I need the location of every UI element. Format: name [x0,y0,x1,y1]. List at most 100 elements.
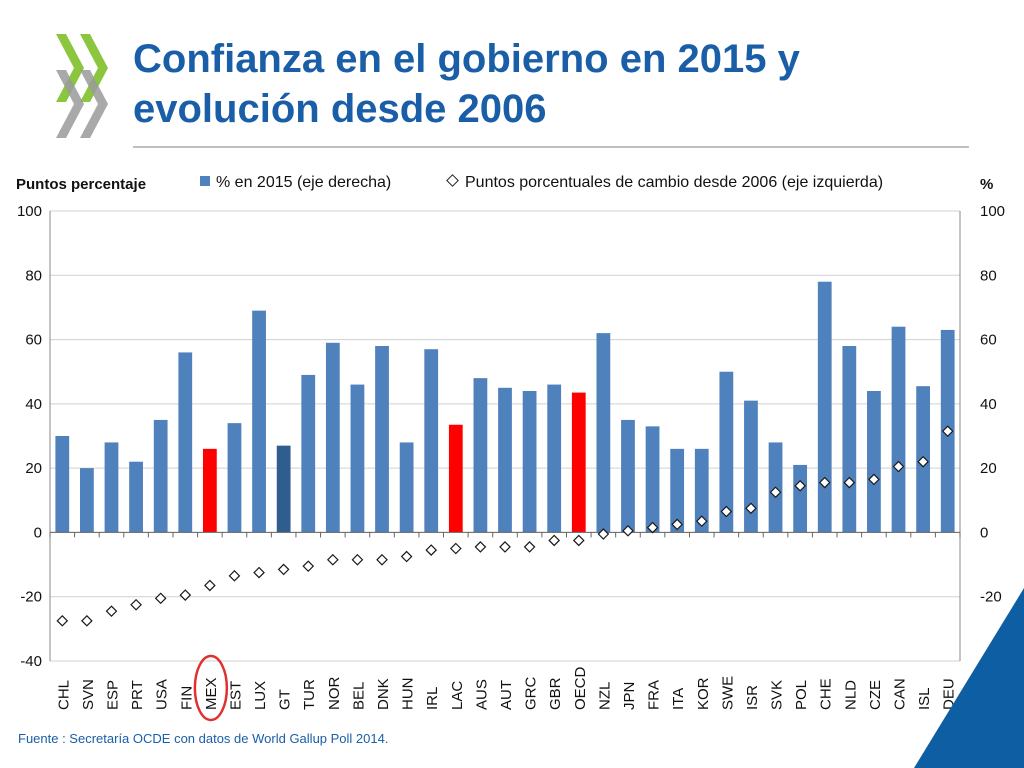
marker-nld [843,476,856,489]
bar-che [817,281,832,533]
y-tick-label-left: 60 [25,332,42,349]
highlight-circle-mex [193,654,229,722]
y-tick-label-left: 0 [34,524,42,541]
category-label-can: CAN [892,678,909,710]
marker-cze [868,473,880,486]
bar-bel [350,384,365,533]
marker-esp [105,605,118,618]
y-tick-label-right: -20 [980,589,1002,606]
legend-bar-swatch [200,176,210,186]
category-label-jpn: JPN [621,682,638,710]
bar-pol [793,464,808,533]
category-label-hun: HUN [400,678,417,711]
category-label-gbr: GBR [547,677,564,710]
y-tick-label-left: 100 [17,203,42,220]
category-label-lac: LAC [449,681,466,710]
bar-grc [522,391,537,533]
legend-item-markers: Puntos porcentuales de cambio desde 2006… [446,174,884,192]
chart-annotations [193,654,229,722]
category-label-deu: DEU [941,678,958,710]
category-label-tur: TUR [301,679,318,710]
y-tick-label-left: 20 [25,460,42,477]
marker-fin [179,589,192,601]
left-axis-label: Puntos percentaje [16,176,147,193]
chart-bars [55,281,955,533]
bar-jpn [621,419,635,533]
category-label-fin: FIN [178,686,195,710]
bar-hun [399,442,414,533]
bar-gbr [547,384,562,533]
category-label-est: EST [227,681,244,710]
y-tick-label-left: -20 [20,589,42,606]
bar-mex [202,448,217,533]
bar-esp [104,442,119,533]
marker-mex [204,579,216,592]
marker-lux [253,566,265,579]
marker-usa [154,592,167,605]
chart-axes [49,211,961,661]
bar-dnk [375,346,389,533]
source-note: Fuente : Secretaría OCDE con datos de Wo… [18,731,389,746]
y-tick-label-right: 100 [980,203,1005,220]
chart-markers [56,425,954,627]
logo-grey-chevron-right [80,70,108,138]
category-label-nor: NOR [326,677,343,711]
category-label-svn: SVN [80,679,97,710]
y-tick-label-right: 0 [980,524,988,541]
bar-nor [325,342,340,533]
bar-nzl [596,333,611,533]
chart-category-labels: CHL SVN ESP PRT USA FIN MEX EST LUX GT TUR NOR BEL DN… [55,666,957,710]
bar-prt [129,461,143,533]
marker-fra [646,521,659,534]
category-label-nld: NLD [842,680,859,710]
category-label-gt: GT [277,689,294,710]
legend-markers-label: Puntos porcentuales de cambio desde 2006… [465,174,884,191]
bar-lac [448,424,463,533]
category-label-swe: SWE [719,676,736,710]
y-tick-label-right: 20 [980,460,997,477]
oecd-chevron-logo [56,34,108,138]
bar-est [227,423,242,533]
bar-ita [670,448,685,533]
bar-irl [424,349,439,533]
marker-lac [449,542,462,555]
marker-gbr [548,534,561,547]
bar-chl [55,436,70,533]
marker-bel [351,553,364,566]
marker-isr [745,502,757,515]
corner-decoration [914,588,1024,768]
y-tick-label-left: 40 [25,396,42,413]
bar-can [891,326,906,533]
title-divider [133,146,969,148]
right-axis-label: % [980,176,994,193]
category-label-irl: IRL [424,687,441,710]
bar-isr [744,400,758,533]
marker-swe [720,505,733,518]
category-label-cze: CZE [867,680,884,710]
marker-chl [56,614,69,627]
y-tick-label-right: 40 [980,396,997,413]
marker-nor [326,553,339,566]
bar-aut [498,387,512,533]
marker-deu [941,425,954,438]
bar-cze [867,391,881,533]
category-label-prt: PRT [129,680,146,710]
marker-aus [474,541,487,553]
category-label-isr: ISR [744,685,761,710]
category-label-pol: POL [793,680,810,710]
marker-ita [671,518,684,531]
marker-dnk [376,553,388,566]
marker-svk [769,486,782,499]
category-label-lux: LUX [252,681,269,710]
bar-kor [694,448,709,533]
category-label-fra: FRA [646,680,663,710]
marker-che [818,476,831,489]
bar-nld [842,346,857,533]
category-label-kor: KOR [695,677,712,710]
marker-nzl [597,528,610,540]
bar-lux [252,310,266,533]
marker-isl [917,455,929,468]
category-label-usa: USA [154,679,171,710]
slide-title: Confianza en el gobierno en 2015 y evolu… [133,37,800,131]
